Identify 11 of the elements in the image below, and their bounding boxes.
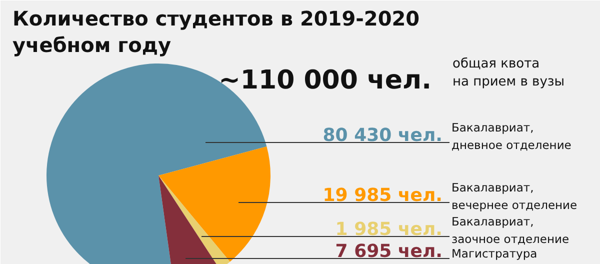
slice-label: Магистратура [452, 246, 538, 260]
data-label: 7 695 чел. [335, 241, 442, 262]
slice-label: Бакалавриат, вечернее отделение [452, 180, 578, 212]
slice-label: Бакалавриат, дневное отделение [452, 120, 572, 152]
data-label: 1 985 чел. [335, 219, 442, 240]
chart-title: Количество студентов в 2019-2020 учебном году [12, 6, 420, 57]
text: ~110 000 чел. [218, 66, 432, 96]
text: общая квота на прием в вузы [452, 56, 565, 90]
data-label: 19 985 чел. [322, 185, 443, 206]
data-label: 80 430 чел. [322, 125, 443, 146]
slice-label: Бакалавриат, заочное отделение [452, 214, 570, 246]
